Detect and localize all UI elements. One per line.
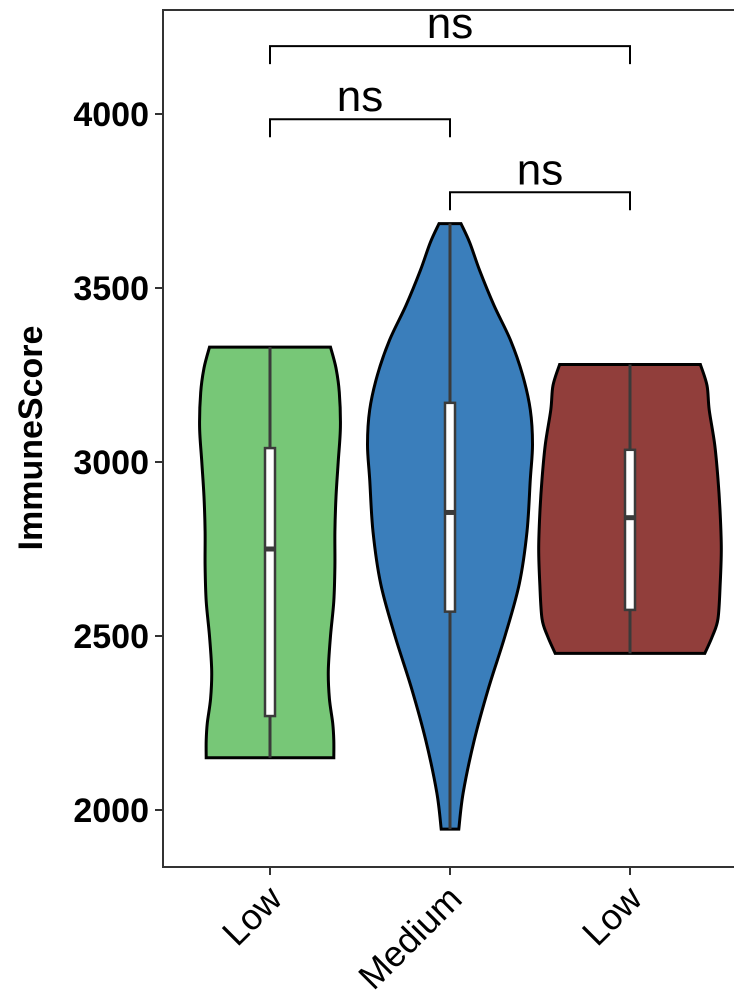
y-tick-label: 4000 bbox=[73, 96, 149, 134]
y-tick-label: 3500 bbox=[73, 270, 149, 308]
x-tick-label: Low bbox=[214, 877, 290, 953]
y-tick-label: 3000 bbox=[73, 444, 149, 482]
significance-label: ns bbox=[337, 72, 383, 121]
x-tick-label: Medium bbox=[350, 878, 470, 998]
y-tick-label: 2500 bbox=[73, 618, 149, 656]
violins bbox=[198, 222, 723, 831]
box-2 bbox=[443, 401, 457, 613]
comparison-bracket bbox=[269, 45, 631, 65]
x-axis: Low Medium Low bbox=[214, 867, 650, 997]
significance-label: ns bbox=[427, 0, 473, 48]
x-tick-label: Low bbox=[574, 877, 650, 953]
y-axis-label: ImmuneScore bbox=[12, 326, 50, 551]
y-tick-label: 2000 bbox=[73, 792, 149, 830]
box-1 bbox=[263, 446, 277, 718]
significance-label: ns bbox=[517, 145, 563, 194]
boxplots bbox=[263, 223, 637, 830]
axes-frame bbox=[162, 9, 734, 868]
comparison-bracket bbox=[269, 118, 451, 138]
comparison-bracket bbox=[449, 191, 631, 211]
y-axis: 2000 2500 3000 3500 4000 bbox=[73, 96, 163, 830]
box-3 bbox=[623, 448, 637, 612]
